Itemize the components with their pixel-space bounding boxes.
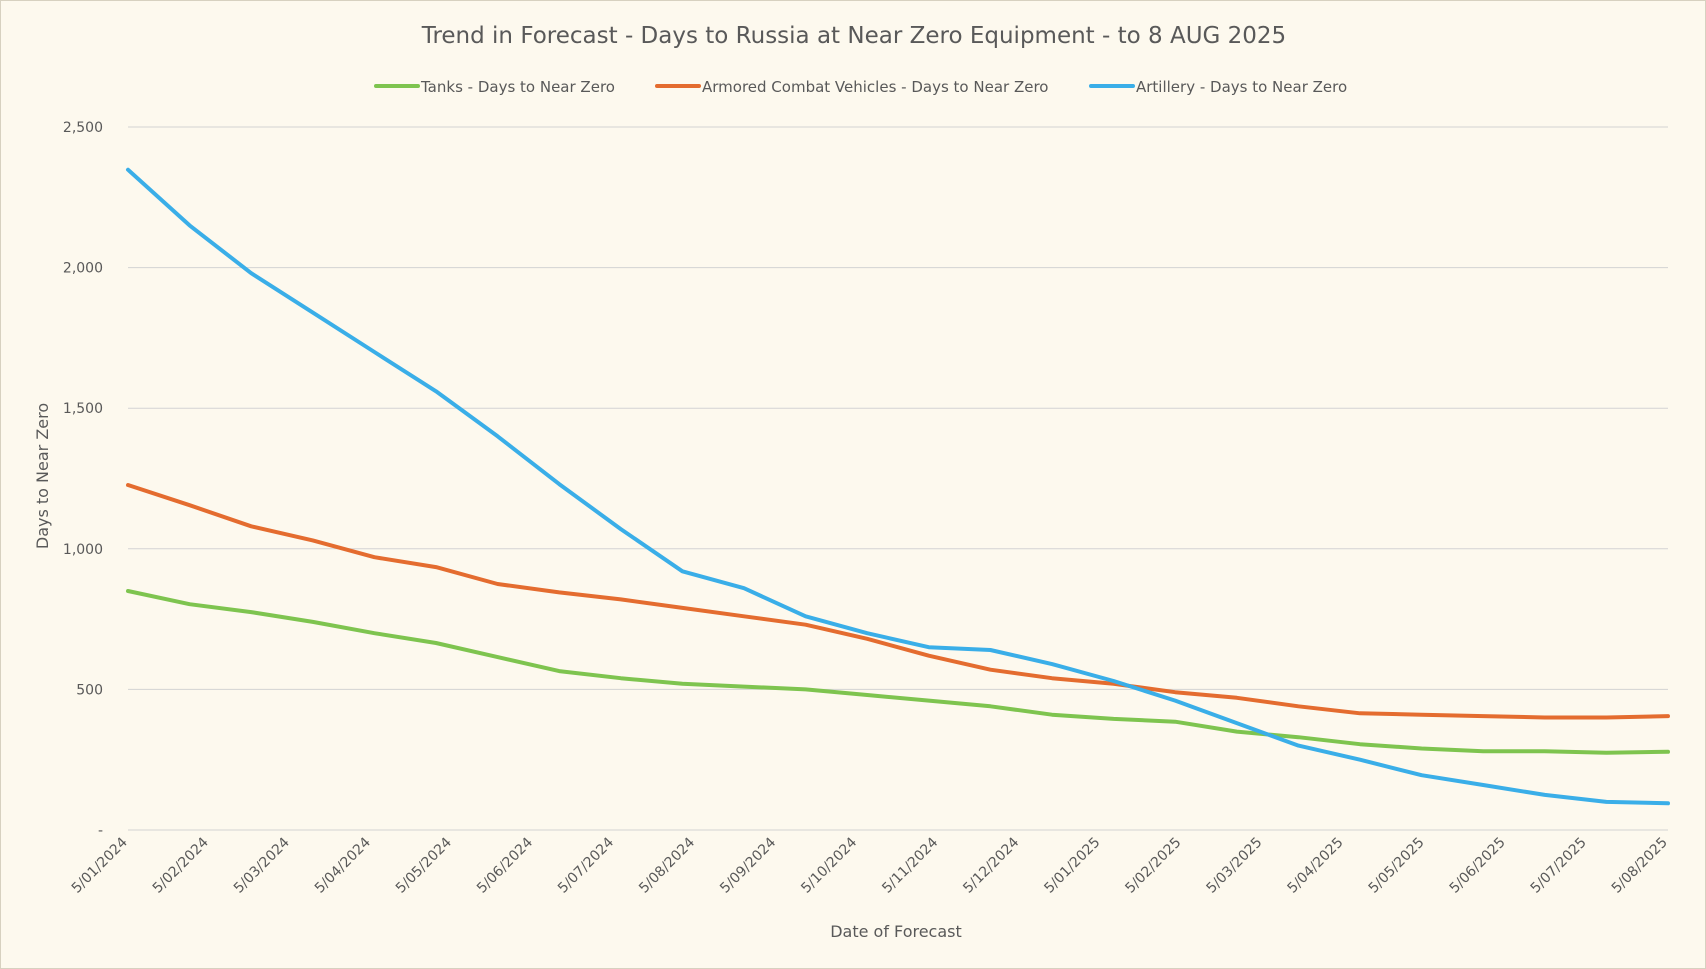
x-tick-label: 5/05/2024 [393, 834, 455, 896]
series-line-3 [126, 167, 1670, 806]
x-tick-label: 5/07/2025 [1528, 835, 1590, 897]
x-tick-label: 5/02/2025 [1122, 835, 1184, 897]
gridlines [128, 126, 1668, 831]
legend-label: Artillery - Days to Near Zero [1136, 78, 1347, 96]
x-axis-title: Date of Forecast [830, 922, 962, 941]
y-axis-ticks: - 500 1,000 1,500 2,000 2,500 [63, 120, 103, 839]
x-tick-label: 5/11/2024 [879, 834, 941, 896]
x-tick-label: 5/10/2024 [798, 834, 860, 896]
legend-label: Tanks - Days to Near Zero [420, 78, 615, 96]
y-axis-title: Days to Near Zero [33, 403, 52, 549]
series-line-1 [126, 589, 1670, 755]
x-tick-label: 5/04/2025 [1285, 835, 1347, 897]
x-tick-label: 5/09/2024 [717, 834, 779, 896]
x-tick-label: 5/03/2024 [231, 834, 293, 896]
chart-title: Trend in Forecast - Days to Russia at Ne… [421, 23, 1286, 49]
y-tick-label: - [98, 823, 103, 839]
y-tick-label: 2,500 [63, 120, 103, 136]
y-tick-label: 2,000 [63, 261, 103, 277]
x-tick-label: 5/01/2025 [1041, 835, 1103, 897]
x-tick-label: 5/06/2024 [474, 834, 536, 896]
x-tick-label: 5/08/2024 [636, 834, 698, 896]
x-tick-label: 5/12/2024 [960, 834, 1022, 896]
x-tick-label: 5/01/2024 [69, 834, 131, 896]
x-tick-label: 5/05/2025 [1366, 835, 1428, 897]
legend: Tanks - Days to Near Zero Armored Combat … [374, 78, 1347, 96]
y-tick-label: 1,500 [63, 401, 103, 417]
x-tick-label: 5/06/2025 [1447, 835, 1509, 897]
y-tick-label: 500 [76, 682, 103, 698]
x-tick-label: 5/03/2025 [1203, 835, 1265, 897]
x-tick-label: 5/08/2025 [1609, 835, 1671, 897]
x-tick-label: 5/07/2024 [555, 834, 617, 896]
series-lines [126, 167, 1670, 806]
x-tick-label: 5/04/2024 [312, 834, 374, 896]
legend-label: Armored Combat Vehicles - Days to Near Z… [702, 78, 1048, 96]
x-axis-ticks: 5/01/2024 5/02/2024 5/03/2024 5/04/2024 5/05… [69, 834, 1671, 896]
y-tick-label: 1,000 [63, 542, 103, 558]
series-line-2 [126, 483, 1670, 720]
x-tick-label: 5/02/2024 [150, 834, 212, 896]
